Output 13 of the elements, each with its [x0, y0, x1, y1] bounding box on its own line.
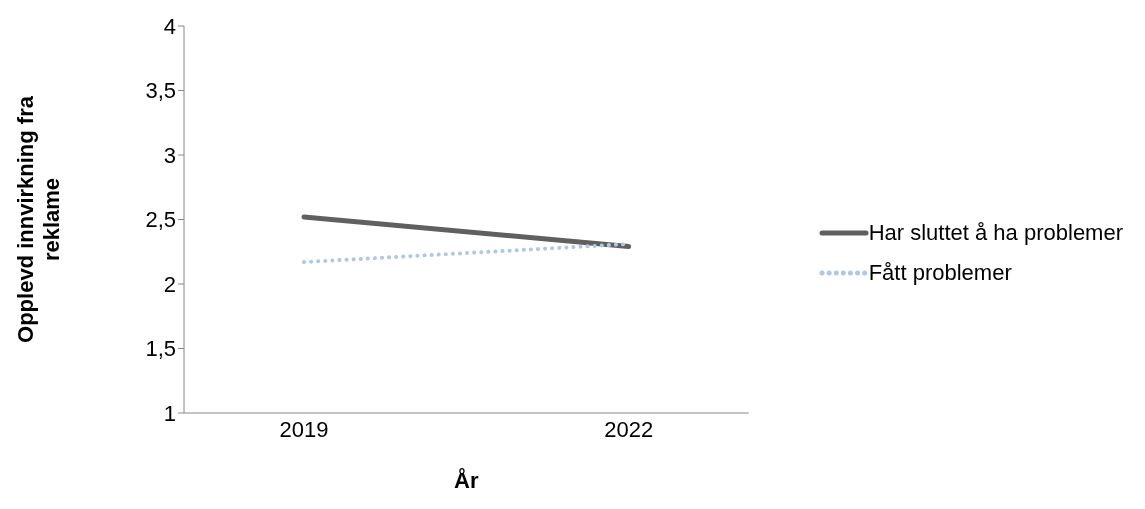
y-tick-label: 1	[163, 400, 176, 426]
y-tick-label: 4	[163, 13, 176, 39]
y-tick-label: 2	[163, 271, 176, 297]
legend-label: Har sluttet å ha problemer	[868, 220, 1123, 246]
x-tick-label: 2022	[604, 416, 654, 442]
y-axis-title: Opplevd innvirkning fra reklame	[13, 95, 64, 343]
legend-label: Fått problemer	[868, 260, 1012, 286]
x-tick-label: 2019	[279, 416, 329, 442]
y-tick-label: 3,5	[145, 78, 176, 104]
y-tick-label: 2,5	[145, 207, 176, 233]
y-tick-label: 3	[163, 142, 176, 168]
x-axis-title: År	[454, 467, 479, 493]
y-tick-label: 1,5	[145, 336, 176, 362]
